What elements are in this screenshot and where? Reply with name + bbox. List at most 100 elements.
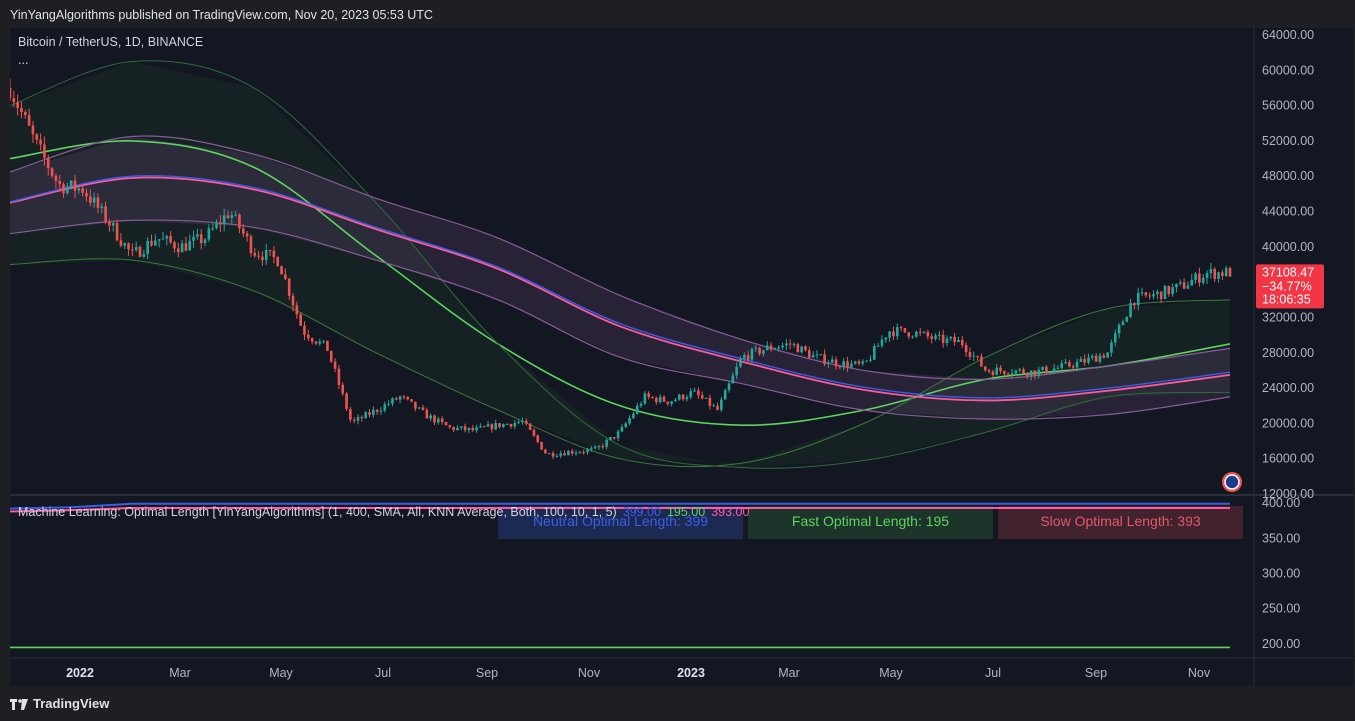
candle-body	[509, 423, 513, 427]
candle-body	[1156, 291, 1159, 295]
candle-body	[31, 125, 35, 135]
candle-body	[655, 397, 658, 403]
candle-body	[456, 427, 459, 430]
candle-body	[723, 389, 727, 400]
candle-body	[46, 157, 50, 169]
candle-body	[777, 347, 781, 349]
candle-body	[203, 239, 207, 244]
candle-body	[1144, 292, 1148, 296]
candle-body	[43, 144, 46, 158]
candle-body	[739, 358, 742, 367]
indicator-value-2: 393.00	[711, 505, 749, 519]
candle-body	[1029, 370, 1033, 377]
tradingview-icon	[10, 698, 28, 710]
candle-body	[1071, 366, 1075, 368]
candle-body	[196, 234, 199, 237]
candle-body	[62, 184, 65, 194]
candle-body	[578, 452, 582, 454]
tradingview-logo[interactable]: TradingView	[10, 696, 109, 711]
chart-frame[interactable]: 64000.00 60000.00 56000.00 52000.00 48000.00…	[10, 28, 1353, 686]
tradingview-brand: TradingView	[33, 696, 110, 711]
candle-body	[314, 341, 318, 344]
candle-body	[903, 327, 907, 333]
price-tick-label: 28000.00	[1262, 346, 1314, 360]
candle-body	[918, 331, 922, 333]
candle-body	[505, 423, 509, 425]
candle-body	[1060, 363, 1064, 368]
time-tick-label: 2023	[677, 666, 705, 680]
candle-body	[762, 350, 765, 354]
candle-body	[498, 423, 501, 428]
candle-body	[1228, 268, 1232, 277]
candle-body	[819, 354, 823, 356]
candle-body	[800, 346, 803, 353]
candle-body	[567, 451, 570, 456]
candle-body	[1083, 358, 1086, 363]
candle-body	[410, 399, 413, 402]
candle-body	[995, 367, 999, 375]
optimal-length-box-2[interactable]	[998, 506, 1243, 539]
candle-body	[593, 447, 597, 449]
candle-body	[368, 412, 371, 415]
optimal-length-box-0[interactable]	[498, 506, 743, 539]
candle-body	[601, 446, 605, 448]
candle-body	[276, 257, 280, 267]
candle-body	[479, 426, 482, 428]
candle-body	[391, 398, 394, 404]
candle-body	[150, 240, 153, 246]
candle-body	[394, 398, 398, 400]
optimal-length-label-2: Slow Optimal Length: 393	[1040, 513, 1201, 529]
candle-body	[857, 361, 861, 364]
candle-body	[1003, 370, 1006, 374]
indicator-tick-label: 300.00	[1262, 566, 1300, 580]
candle-body	[884, 337, 888, 340]
candle-body	[115, 222, 119, 241]
candle-body	[1014, 370, 1018, 374]
publisher-bar: YinYangAlgorithms published on TradingVi…	[0, 0, 1355, 28]
chart-canvas[interactable]: 64000.00 60000.00 56000.00 52000.00 48000.00…	[10, 28, 1353, 686]
candle-body	[73, 180, 77, 191]
candle-body	[513, 422, 517, 427]
time-tick-label: Nov	[578, 666, 601, 680]
current-price-badge[interactable]	[1256, 264, 1324, 309]
candle-body	[89, 196, 92, 203]
series-line-5	[10, 135, 1231, 380]
candle-body	[414, 401, 417, 409]
candle-body	[253, 252, 257, 256]
candle-body	[284, 274, 287, 279]
candle-body	[81, 188, 84, 193]
candle-body	[547, 453, 551, 455]
candle-body	[681, 394, 685, 400]
indicator-tick-label: 250.00	[1262, 602, 1300, 616]
candle-body	[544, 449, 547, 454]
candle-body	[433, 415, 436, 423]
candle-body	[463, 426, 467, 431]
candle-body	[708, 397, 712, 407]
candle-body	[184, 243, 188, 251]
candle-body	[287, 278, 291, 296]
time-tick-label: May	[879, 666, 903, 680]
candle-body	[792, 344, 796, 346]
candle-body	[471, 427, 475, 431]
candle-body	[823, 354, 826, 364]
candle-body	[658, 396, 662, 403]
candle-body	[425, 409, 429, 419]
candle-body	[264, 249, 268, 261]
candle-body	[459, 426, 463, 428]
time-tick-label: Sep	[476, 666, 498, 680]
candle-body	[360, 417, 364, 419]
candle-body	[35, 134, 39, 140]
price-tick-label: 20000.00	[1262, 416, 1314, 430]
optimal-length-box-1[interactable]	[748, 506, 993, 539]
candle-body	[280, 266, 283, 275]
candle-body	[138, 246, 142, 257]
candle-body	[1113, 333, 1117, 343]
candle-body	[238, 214, 241, 229]
candle-body	[586, 449, 589, 453]
candle-body	[486, 424, 490, 427]
price-axis[interactable]	[1254, 28, 1353, 686]
candle-body	[624, 423, 628, 427]
candle-body	[999, 367, 1002, 371]
candle-body	[677, 394, 681, 400]
candle-body	[1110, 342, 1113, 353]
